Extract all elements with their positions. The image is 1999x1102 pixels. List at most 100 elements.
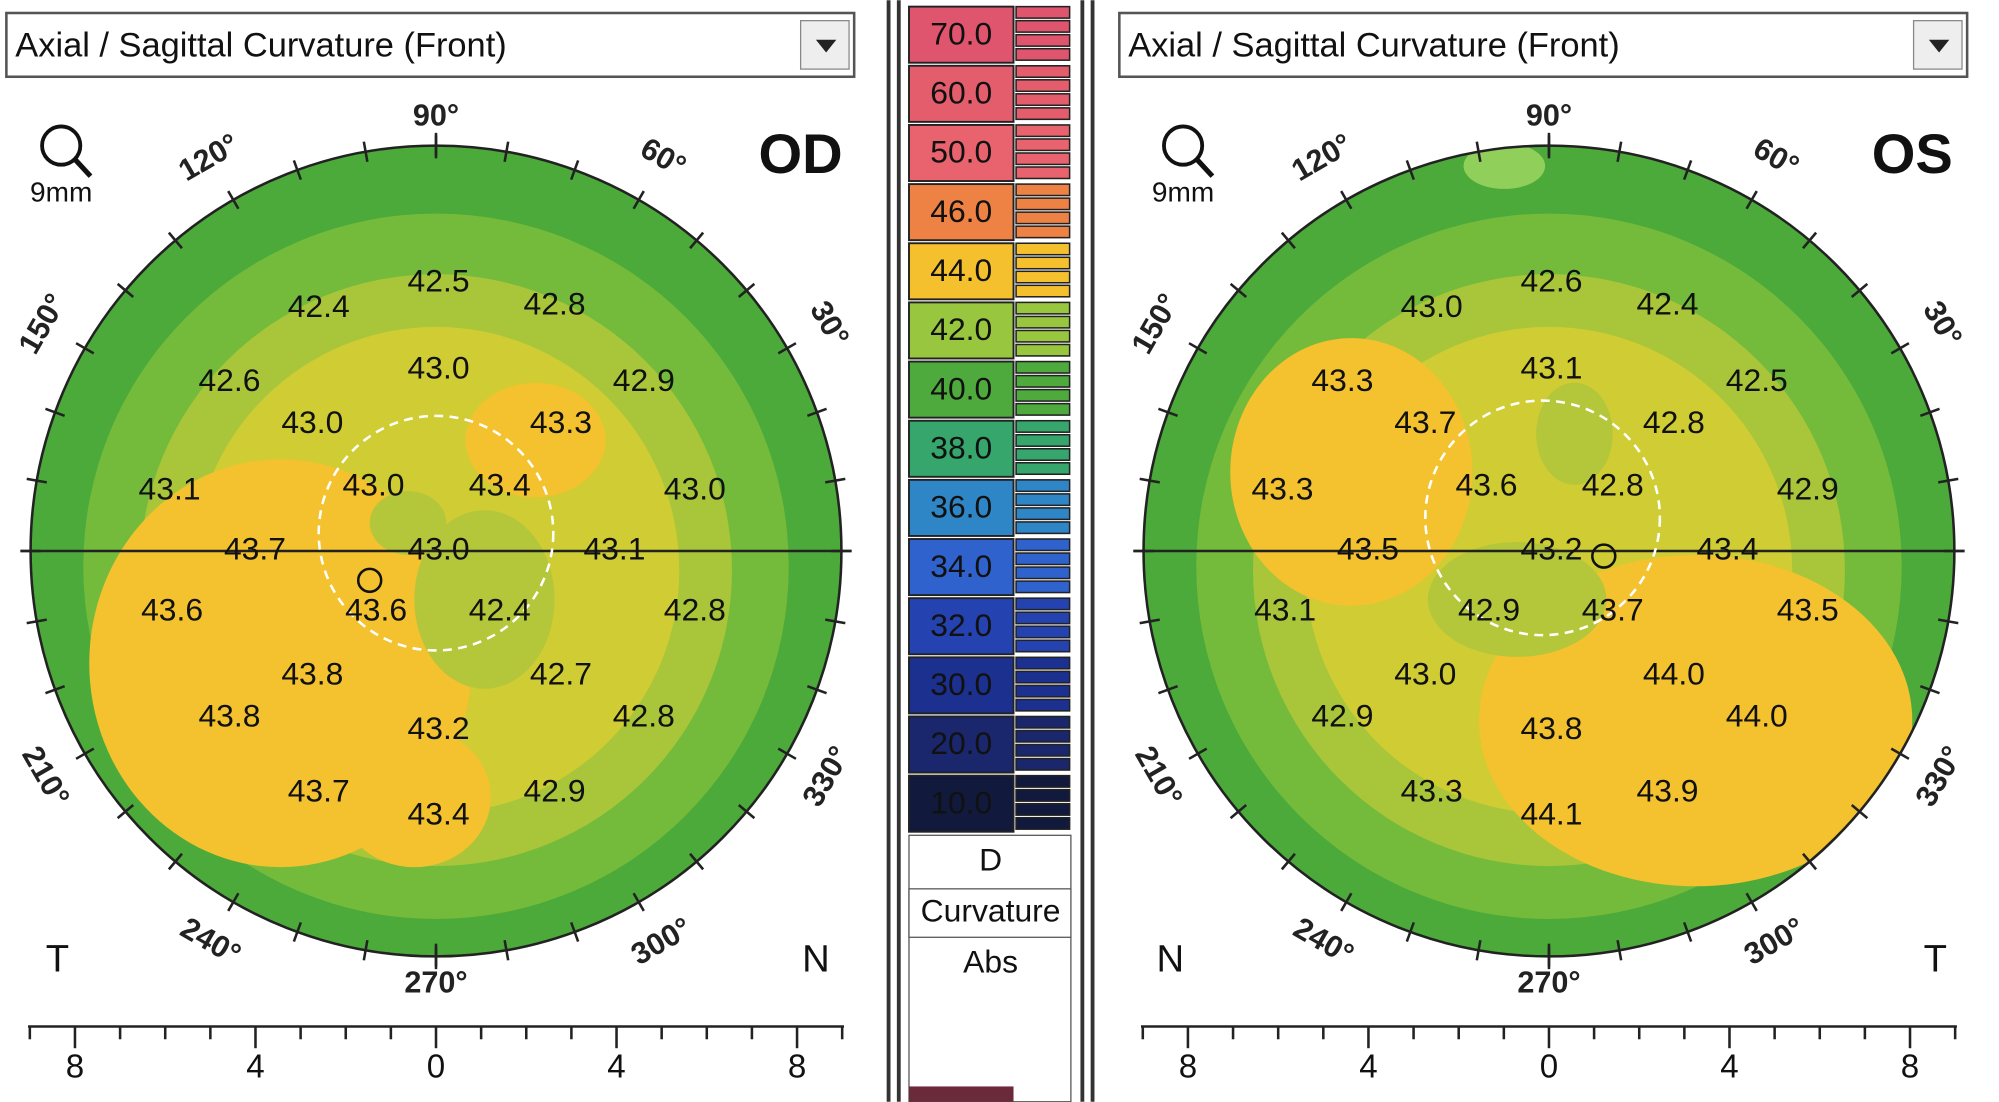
side-left: N bbox=[1157, 938, 1185, 981]
color-label: 32.0 bbox=[930, 607, 992, 643]
color-label: 50.0 bbox=[930, 134, 992, 170]
curvature-value: 42.8 bbox=[664, 592, 726, 628]
curvature-value: 43.1 bbox=[583, 530, 645, 566]
rim-tick bbox=[362, 141, 369, 163]
curvature-value: 42.6 bbox=[198, 362, 260, 398]
rim-tick bbox=[1157, 407, 1179, 418]
curvature-map bbox=[1143, 145, 1955, 957]
rim-tick bbox=[1340, 190, 1353, 210]
quantity-box bbox=[908, 888, 1072, 938]
rim-tick bbox=[1745, 892, 1758, 912]
scale-ladder bbox=[1015, 343, 1071, 357]
rim-tick bbox=[1188, 342, 1208, 355]
dropdown-button[interactable] bbox=[1912, 20, 1963, 70]
zoom-icon[interactable] bbox=[40, 124, 83, 167]
scale-ladder bbox=[1015, 166, 1071, 180]
rim-tick bbox=[1229, 282, 1248, 298]
color-label: 40.0 bbox=[930, 370, 992, 406]
eye-label: OS bbox=[1872, 122, 1953, 185]
curvature-value: 43.1 bbox=[1521, 349, 1583, 385]
dropdown[interactable] bbox=[5, 11, 856, 79]
rim-tick bbox=[1616, 939, 1623, 961]
color-swatch bbox=[908, 656, 1015, 715]
curvature-value: 43.6 bbox=[141, 592, 203, 628]
scale-label: 8 bbox=[1901, 1048, 1919, 1085]
color-swatch bbox=[908, 123, 1015, 182]
scale-ladder bbox=[1015, 211, 1071, 225]
curvature-value: 43.4 bbox=[469, 467, 531, 503]
rim-tick bbox=[45, 684, 66, 695]
curvature-value: 42.9 bbox=[1311, 697, 1373, 733]
scale-label: 4 bbox=[607, 1048, 625, 1085]
color-label: 38.0 bbox=[930, 429, 992, 465]
panel: Axial / Sagittal Curvature (Front)90°60°… bbox=[1118, 11, 1970, 1085]
curvature-value: 42.5 bbox=[408, 263, 470, 299]
scale-ladder bbox=[1015, 197, 1071, 211]
side-right: T bbox=[1924, 938, 1947, 981]
scale-ladder bbox=[1015, 625, 1071, 639]
curvature-value: 42.8 bbox=[1643, 404, 1705, 440]
separators bbox=[886, 0, 1095, 1102]
curvature-value: 42.4 bbox=[469, 592, 531, 628]
rim-tick bbox=[1890, 747, 1910, 760]
curvature-value: 42.8 bbox=[1582, 467, 1644, 503]
curvature-value: 43.0 bbox=[408, 349, 470, 385]
mode-label: Abs bbox=[963, 943, 1018, 979]
dropdown[interactable] bbox=[1118, 11, 1969, 79]
rim-tick bbox=[1682, 160, 1693, 181]
curvature-value: 43.3 bbox=[530, 404, 592, 440]
rim-tick bbox=[1405, 160, 1415, 181]
rim-tick bbox=[1280, 231, 1296, 250]
color-swatch bbox=[908, 5, 1015, 64]
yellow-zone bbox=[465, 382, 606, 498]
scale-ladder bbox=[1015, 270, 1071, 284]
dropdown-label: Axial / Sagittal Curvature (Front) bbox=[1128, 27, 1619, 65]
scale-label: 0 bbox=[427, 1048, 445, 1085]
scale-ladder bbox=[1015, 507, 1071, 521]
scale-ladder bbox=[1015, 715, 1071, 729]
rim-tick bbox=[737, 804, 756, 820]
rim-tick bbox=[824, 477, 846, 484]
scale-ladder bbox=[1015, 566, 1071, 580]
color-swatch bbox=[908, 301, 1015, 360]
scale-ladder bbox=[1015, 225, 1071, 239]
rim-tick bbox=[1340, 892, 1353, 912]
zoom-icon[interactable] bbox=[1162, 124, 1205, 167]
scale-ladder bbox=[1015, 79, 1071, 93]
curvature-value: 42.5 bbox=[1726, 362, 1788, 398]
rim-tick bbox=[1405, 921, 1415, 942]
color-swatch bbox=[908, 538, 1015, 597]
curvature-value: 43.3 bbox=[1401, 773, 1463, 809]
rim-tick bbox=[1890, 342, 1910, 355]
quantity-label: Curvature bbox=[921, 892, 1061, 928]
rim-tick bbox=[227, 190, 240, 210]
eye-label: OD bbox=[759, 122, 843, 185]
scale-ladder bbox=[1015, 315, 1071, 329]
color-swatch bbox=[908, 478, 1015, 537]
color-label: 44.0 bbox=[930, 252, 992, 288]
curvature-value: 43.4 bbox=[408, 796, 470, 832]
color-label: 70.0 bbox=[930, 15, 992, 51]
rim-tick bbox=[824, 618, 846, 625]
angle-label: 270° bbox=[404, 966, 467, 1000]
pupil-center bbox=[1591, 543, 1617, 569]
scale-ladder bbox=[1015, 788, 1071, 802]
color-label: 60.0 bbox=[930, 75, 992, 111]
curvature-value: 43.0 bbox=[664, 471, 726, 507]
scale-ladder bbox=[1015, 743, 1071, 757]
side-right: N bbox=[802, 938, 830, 981]
curvature-value: 43.2 bbox=[1521, 530, 1583, 566]
yellow-zone bbox=[337, 726, 491, 868]
curvature-value: 43.5 bbox=[1337, 530, 1399, 566]
color-label: 46.0 bbox=[930, 193, 992, 229]
curvature-value: 43.1 bbox=[139, 471, 201, 507]
curvature-value: 43.9 bbox=[1637, 773, 1699, 809]
scale-ladder bbox=[1015, 639, 1071, 653]
color-swatch bbox=[908, 774, 1015, 833]
scale-ladder bbox=[1015, 360, 1071, 374]
pupil-zone bbox=[317, 414, 555, 652]
scale-label: 8 bbox=[788, 1048, 806, 1085]
dropdown-arrow bbox=[1928, 39, 1950, 53]
